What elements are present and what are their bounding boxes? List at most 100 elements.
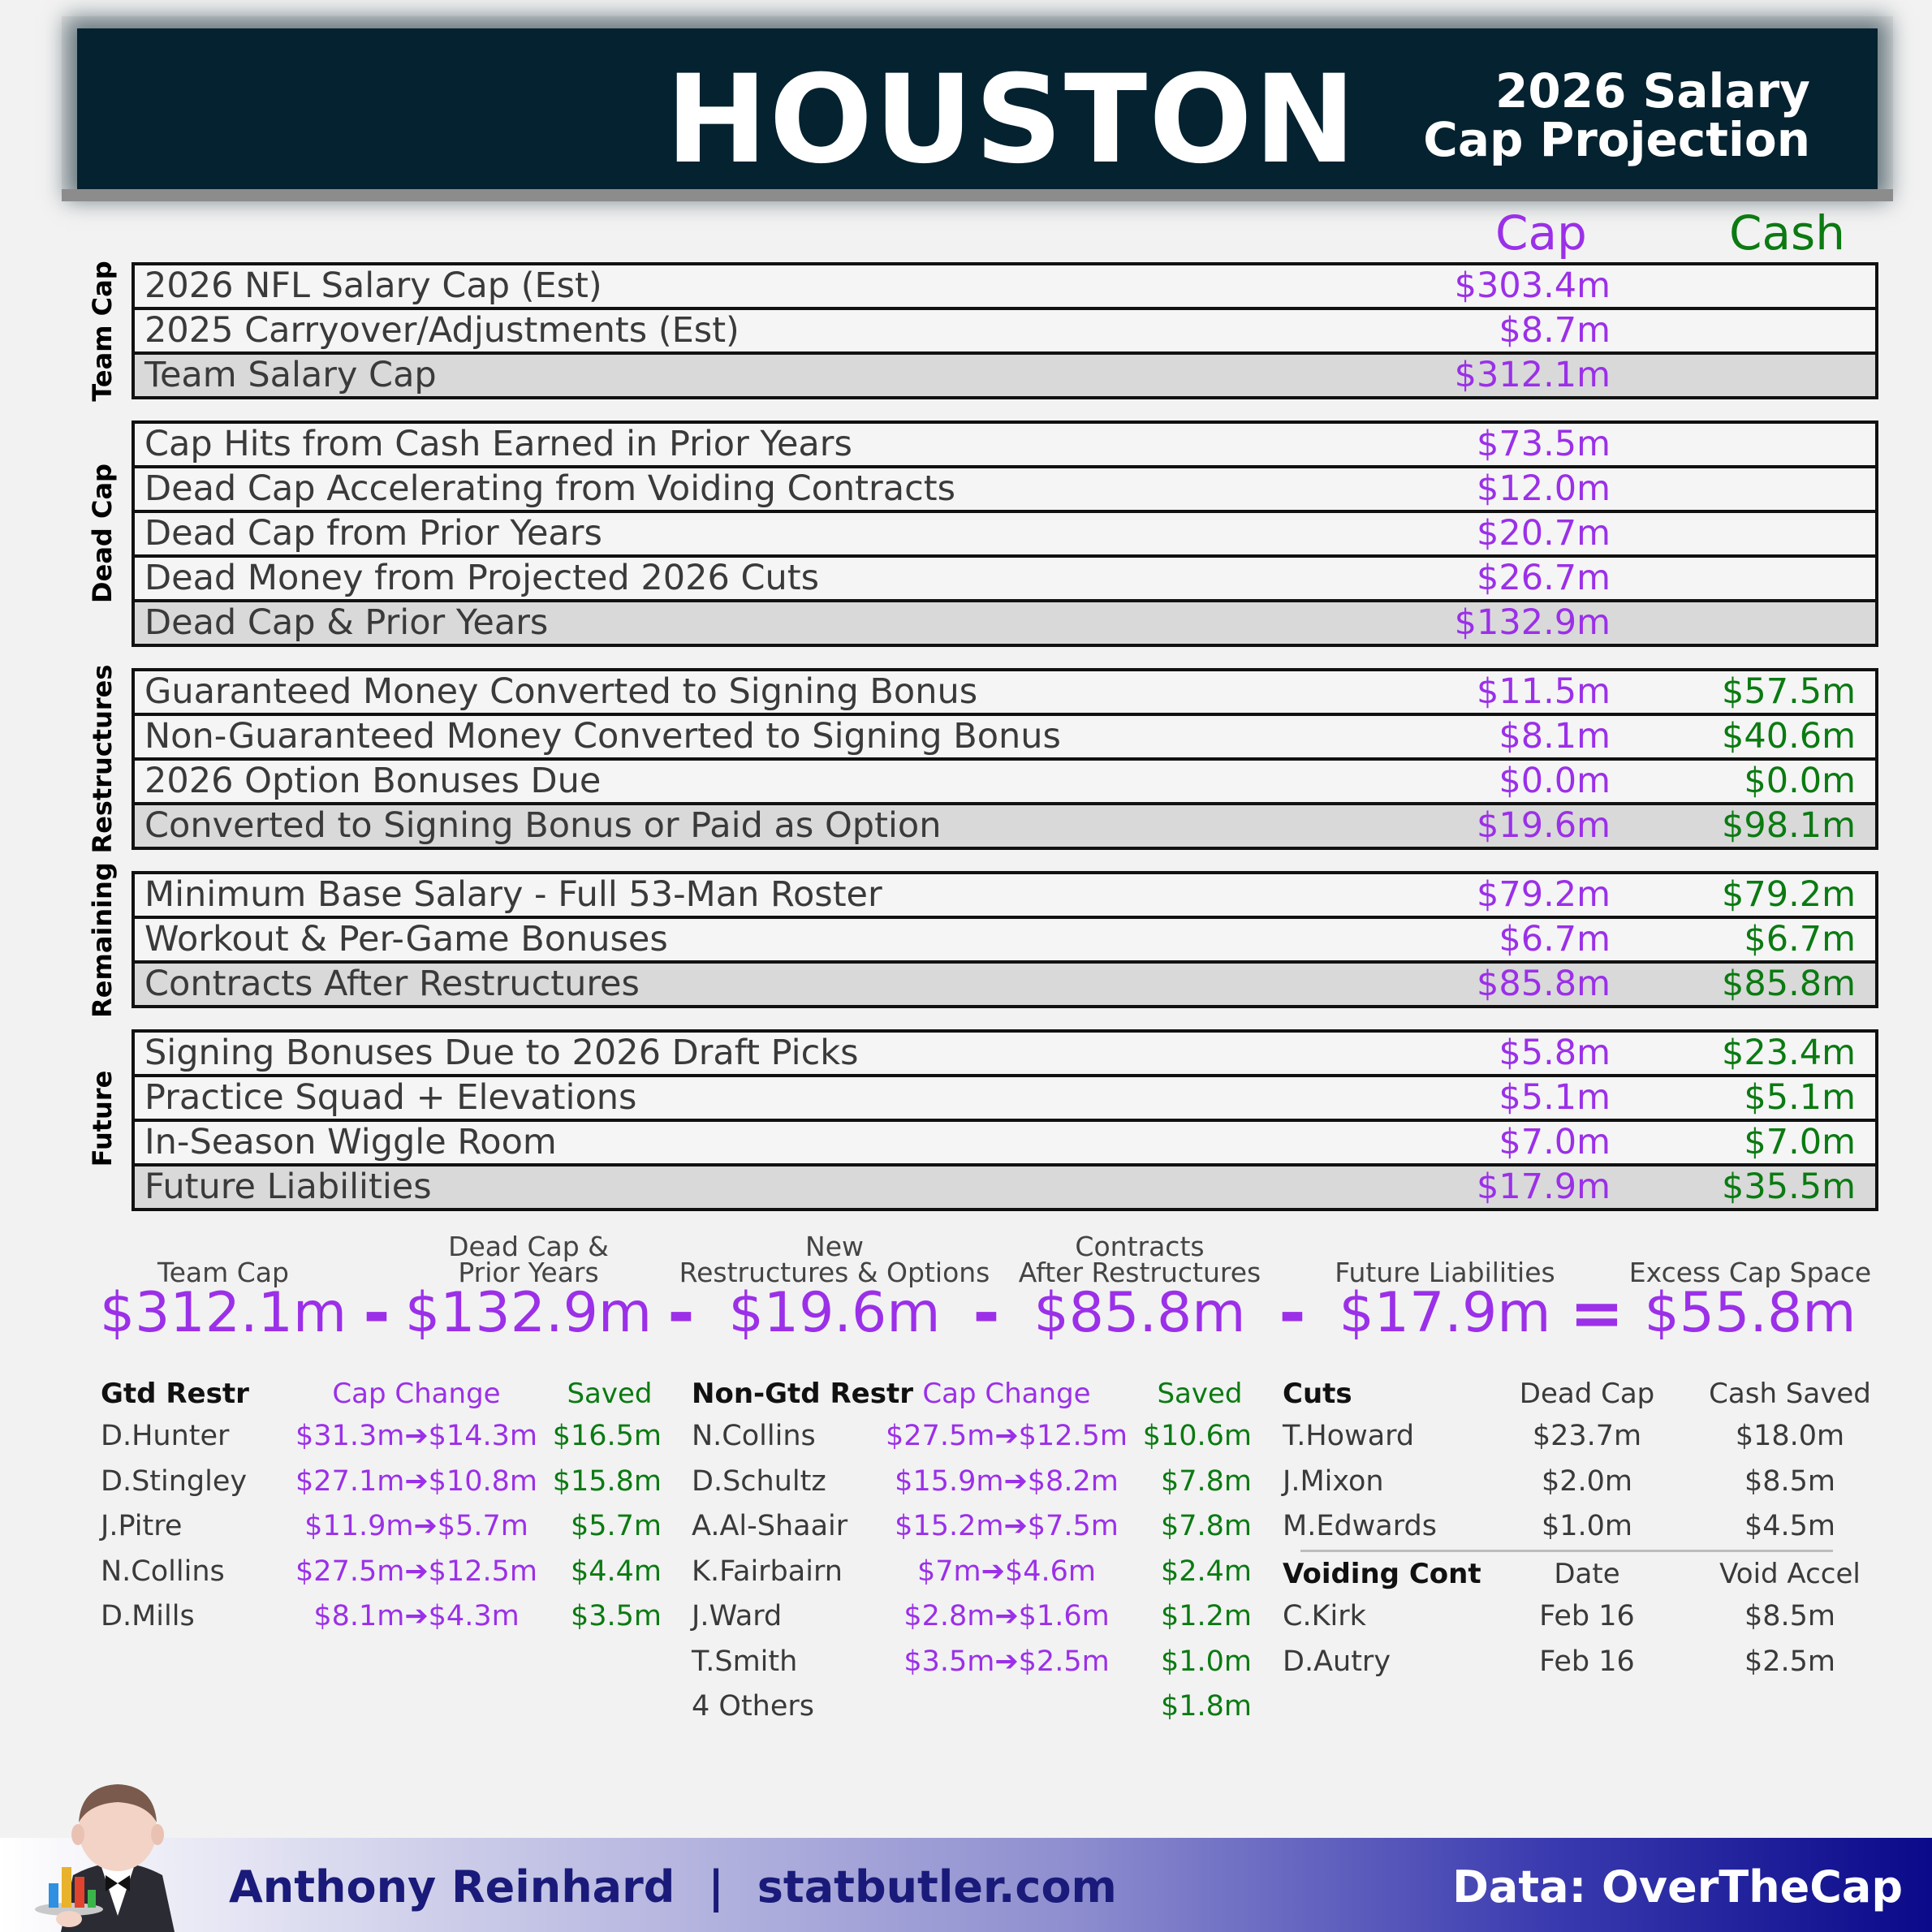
cut-cash-saved: $18.0m xyxy=(1735,1420,1845,1452)
cut-cash-saved: $4.5m xyxy=(1744,1510,1836,1542)
equation-term-label: Dead Cap & xyxy=(448,1231,609,1262)
equation-result-value: $55.8m xyxy=(1644,1281,1857,1345)
table-row: 2026 NFL Salary Cap (Est) $303.4m xyxy=(132,262,1878,310)
row-label: Team Salary Cap xyxy=(144,355,437,395)
gtd-cap-change: $27.1m➔$10.8m xyxy=(295,1465,537,1498)
equation-term-value: $132.9m xyxy=(404,1281,653,1345)
equation-term-label: Future Liabilities xyxy=(1335,1257,1555,1288)
row-cap-value: $85.8m xyxy=(1477,964,1611,1004)
row-cap-value: $5.8m xyxy=(1499,1033,1611,1073)
nongtd-cap-change: $27.5m➔$12.5m xyxy=(886,1420,1128,1452)
voiding-accel: $8.5m xyxy=(1744,1600,1836,1632)
row-cash-value: $7.0m xyxy=(1744,1122,1856,1162)
nongtd-saved: $1.0m xyxy=(1160,1645,1252,1678)
gtd-player-name: J.Pitre xyxy=(101,1510,183,1542)
row-cash-value: $35.5m xyxy=(1722,1167,1856,1207)
row-cap-value: $8.1m xyxy=(1499,716,1611,757)
voiding-date: Feb 16 xyxy=(1539,1600,1635,1632)
row-label: 2026 NFL Salary Cap (Est) xyxy=(144,265,602,306)
table-row: Dead Money from Projected 2026 Cuts $26.… xyxy=(132,554,1878,602)
cut-dead-cap: $2.0m xyxy=(1541,1465,1633,1498)
footer-credit: Anthony Reinhard | statbutler.com xyxy=(229,1859,1117,1916)
nongtd-cap-change: $7m➔$4.6m xyxy=(917,1555,1096,1588)
nongtd-saved: $1.2m xyxy=(1160,1600,1252,1632)
equation-term-label: Prior Years xyxy=(458,1257,599,1288)
data-source: Data: OverTheCap xyxy=(1452,1861,1903,1913)
nongtd-saved: $2.4m xyxy=(1160,1555,1252,1588)
nongtd-cap-change-header: Cap Change xyxy=(922,1378,1091,1410)
subtitle-line-1: 2026 Salary xyxy=(1495,63,1810,119)
team-title: HOUSTON xyxy=(666,50,1358,191)
row-cash-value: $57.5m xyxy=(1722,671,1856,712)
site-link[interactable]: statbutler.com xyxy=(757,1861,1117,1913)
gtd-player-name: D.Stingley xyxy=(101,1465,248,1498)
row-cap-value: $312.1m xyxy=(1454,355,1611,395)
nongtd-saved: $1.8m xyxy=(1160,1690,1252,1723)
row-label: Dead Cap Accelerating from Voiding Contr… xyxy=(144,468,955,509)
row-label: Workout & Per-Game Bonuses xyxy=(144,919,668,960)
gtd-saved: $3.5m xyxy=(570,1600,662,1632)
voiding-date-header: Date xyxy=(1554,1558,1620,1590)
table-row: Guaranteed Money Converted to Signing Bo… xyxy=(132,668,1878,716)
equation-term-label: Team Cap xyxy=(157,1257,289,1288)
row-label: Dead Money from Projected 2026 Cuts xyxy=(144,558,820,598)
equation-operator: = xyxy=(1569,1275,1624,1351)
row-label: 2025 Carryover/Adjustments (Est) xyxy=(144,310,740,351)
voiding-player-name: D.Autry xyxy=(1283,1645,1391,1678)
equation-operator: - xyxy=(1279,1275,1306,1351)
row-label: 2026 Option Bonuses Due xyxy=(144,761,602,801)
equation-term-label: Restructures & Options xyxy=(679,1257,990,1288)
row-cap-value: $26.7m xyxy=(1477,558,1611,598)
table-row: Non-Guaranteed Money Converted to Signin… xyxy=(132,713,1878,761)
table-row-total: Converted to Signing Bonus or Paid as Op… xyxy=(132,802,1878,850)
table-row: Dead Cap Accelerating from Voiding Contr… xyxy=(132,465,1878,513)
cuts-cash-saved-header: Cash Saved xyxy=(1709,1378,1871,1410)
row-label: Non-Guaranteed Money Converted to Signin… xyxy=(144,716,1061,757)
equation-term-value: $17.9m xyxy=(1339,1281,1551,1345)
equation-term-label: Excess Cap Space xyxy=(1628,1257,1872,1288)
voiding-date: Feb 16 xyxy=(1539,1645,1635,1678)
row-cash-value: $0.0m xyxy=(1744,761,1856,801)
gtd-saved: $16.5m xyxy=(552,1420,662,1452)
row-cap-value: $12.0m xyxy=(1477,468,1611,509)
table-row-total: Contracts After Restructures $85.8m $85.… xyxy=(132,960,1878,1008)
nongtd-player-name: N.Collins xyxy=(692,1420,816,1452)
table-row: Minimum Base Salary - Full 53-Man Roster… xyxy=(132,871,1878,919)
nongtd-saved: $7.8m xyxy=(1160,1465,1252,1498)
row-cap-value: $11.5m xyxy=(1477,671,1611,712)
gtd-cap-change: $27.5m➔$12.5m xyxy=(295,1555,537,1588)
equation-operator: - xyxy=(972,1275,1000,1351)
table-row-total: Dead Cap & Prior Years $132.9m xyxy=(132,599,1878,647)
row-cap-value: $5.1m xyxy=(1499,1077,1611,1118)
gtd-player-name: N.Collins xyxy=(101,1555,225,1588)
gtd-cap-change: $8.1m➔$4.3m xyxy=(313,1600,520,1632)
row-cash-value: $79.2m xyxy=(1722,874,1856,915)
table-row: 2025 Carryover/Adjustments (Est) $8.7m xyxy=(132,307,1878,355)
table-row: In-Season Wiggle Room $7.0m $7.0m xyxy=(132,1119,1878,1167)
row-cap-value: $6.7m xyxy=(1499,919,1611,960)
equation-term-value: $312.1m xyxy=(99,1281,347,1345)
row-cap-value: $303.4m xyxy=(1454,265,1611,306)
row-label: Signing Bonuses Due to 2026 Draft Picks xyxy=(144,1033,859,1073)
section-divider xyxy=(1300,1550,1833,1552)
table-row-total: Future Liabilities $17.9m $35.5m xyxy=(132,1163,1878,1211)
footer-bar xyxy=(0,1838,1932,1932)
equation-term-value: $19.6m xyxy=(728,1281,941,1345)
nongtd-player-name: 4 Others xyxy=(692,1690,815,1723)
bar-chart-icon xyxy=(49,1867,96,1908)
cut-dead-cap: $1.0m xyxy=(1541,1510,1633,1542)
row-cap-value: $0.0m xyxy=(1499,761,1611,801)
nongtd-player-name: A.Al-Shaair xyxy=(692,1510,848,1542)
table-row: 2026 Option Bonuses Due $0.0m $0.0m xyxy=(132,757,1878,805)
gtd-saved: $4.4m xyxy=(570,1555,662,1588)
cap-column-header: Cap xyxy=(1495,205,1587,261)
cut-dead-cap: $23.7m xyxy=(1532,1420,1642,1452)
nongtd-saved: $7.8m xyxy=(1160,1510,1252,1542)
row-label: Minimum Base Salary - Full 53-Man Roster xyxy=(144,874,882,915)
table-row: Dead Cap from Prior Years $20.7m xyxy=(132,510,1878,558)
nongtd-cap-change: $15.2m➔$7.5m xyxy=(895,1510,1119,1542)
row-label: Guaranteed Money Converted to Signing Bo… xyxy=(144,671,978,712)
nongtd-player-name: J.Ward xyxy=(692,1600,783,1632)
equation-operator: - xyxy=(667,1275,695,1351)
voiding-accel: $2.5m xyxy=(1744,1645,1836,1678)
